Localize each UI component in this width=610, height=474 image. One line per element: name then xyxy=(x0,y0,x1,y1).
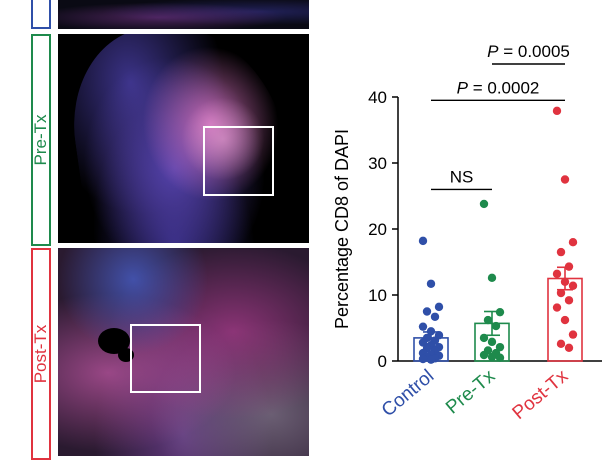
pre-tx-micrograph xyxy=(58,34,309,243)
pre-tx-roi-box xyxy=(203,126,274,196)
post-tx-roi-box xyxy=(130,324,201,393)
data-point xyxy=(418,322,428,331)
top-micrograph-fragment xyxy=(58,0,309,29)
data-point xyxy=(491,321,501,331)
data-point xyxy=(568,238,578,247)
data-point xyxy=(434,302,444,312)
top-panel-label-fragment xyxy=(31,0,51,29)
pre-tx-label-text: Pre-Tx xyxy=(31,114,50,166)
x-tick-label: Pre-Tx xyxy=(442,365,500,418)
data-point xyxy=(418,354,428,364)
data-point xyxy=(487,337,497,347)
significance-label: P = 0.0002 xyxy=(457,78,540,97)
data-point xyxy=(487,273,497,283)
data-point xyxy=(483,315,493,325)
data-point xyxy=(418,236,428,246)
data-point xyxy=(479,350,489,360)
data-point xyxy=(568,330,578,339)
data-point xyxy=(426,327,436,336)
data-point xyxy=(430,312,440,321)
data-point xyxy=(560,277,570,286)
data-point xyxy=(422,307,432,316)
cd8-percentage-chart: 0 10 20 30 40 Percentage CD8 of DAPI Control Pr… xyxy=(332,42,602,424)
data-point xyxy=(495,307,505,317)
significance-label: NS xyxy=(450,167,474,186)
data-point xyxy=(568,281,578,290)
data-point xyxy=(487,352,497,362)
data-point xyxy=(564,296,574,305)
data-point xyxy=(426,355,436,364)
data-point xyxy=(479,333,489,343)
post-tx-panel-label: Post-Tx xyxy=(31,248,51,460)
data-point xyxy=(560,315,570,325)
y-tick-label: 0 xyxy=(378,352,387,371)
x-tick-label: Post-Tx xyxy=(509,365,573,423)
data-point xyxy=(552,269,562,279)
data-point xyxy=(552,303,562,312)
y-tick-label: 10 xyxy=(368,286,387,305)
y-tick-label: 40 xyxy=(368,88,387,107)
x-tick-label: Control xyxy=(378,366,438,421)
y-axis-label: Percentage CD8 of DAPI xyxy=(332,129,352,329)
data-point xyxy=(418,338,428,347)
pre-tx-panel-label: Pre-Tx xyxy=(31,34,51,246)
post-tx-label-text: Post-Tx xyxy=(31,324,50,384)
data-point xyxy=(495,353,505,362)
data-point xyxy=(560,175,570,184)
data-point xyxy=(426,279,436,288)
data-point xyxy=(552,106,562,116)
data-point xyxy=(479,199,489,209)
post-tx-micrograph xyxy=(58,248,309,456)
data-point xyxy=(556,288,566,298)
data-point xyxy=(564,262,574,271)
data-point xyxy=(556,339,566,349)
data-point xyxy=(564,343,574,352)
significance-label: P = 0.0005 xyxy=(487,42,570,61)
data-point xyxy=(556,247,566,257)
data-point xyxy=(495,342,505,352)
y-tick-label: 20 xyxy=(368,220,387,239)
y-tick-label: 30 xyxy=(368,154,387,173)
